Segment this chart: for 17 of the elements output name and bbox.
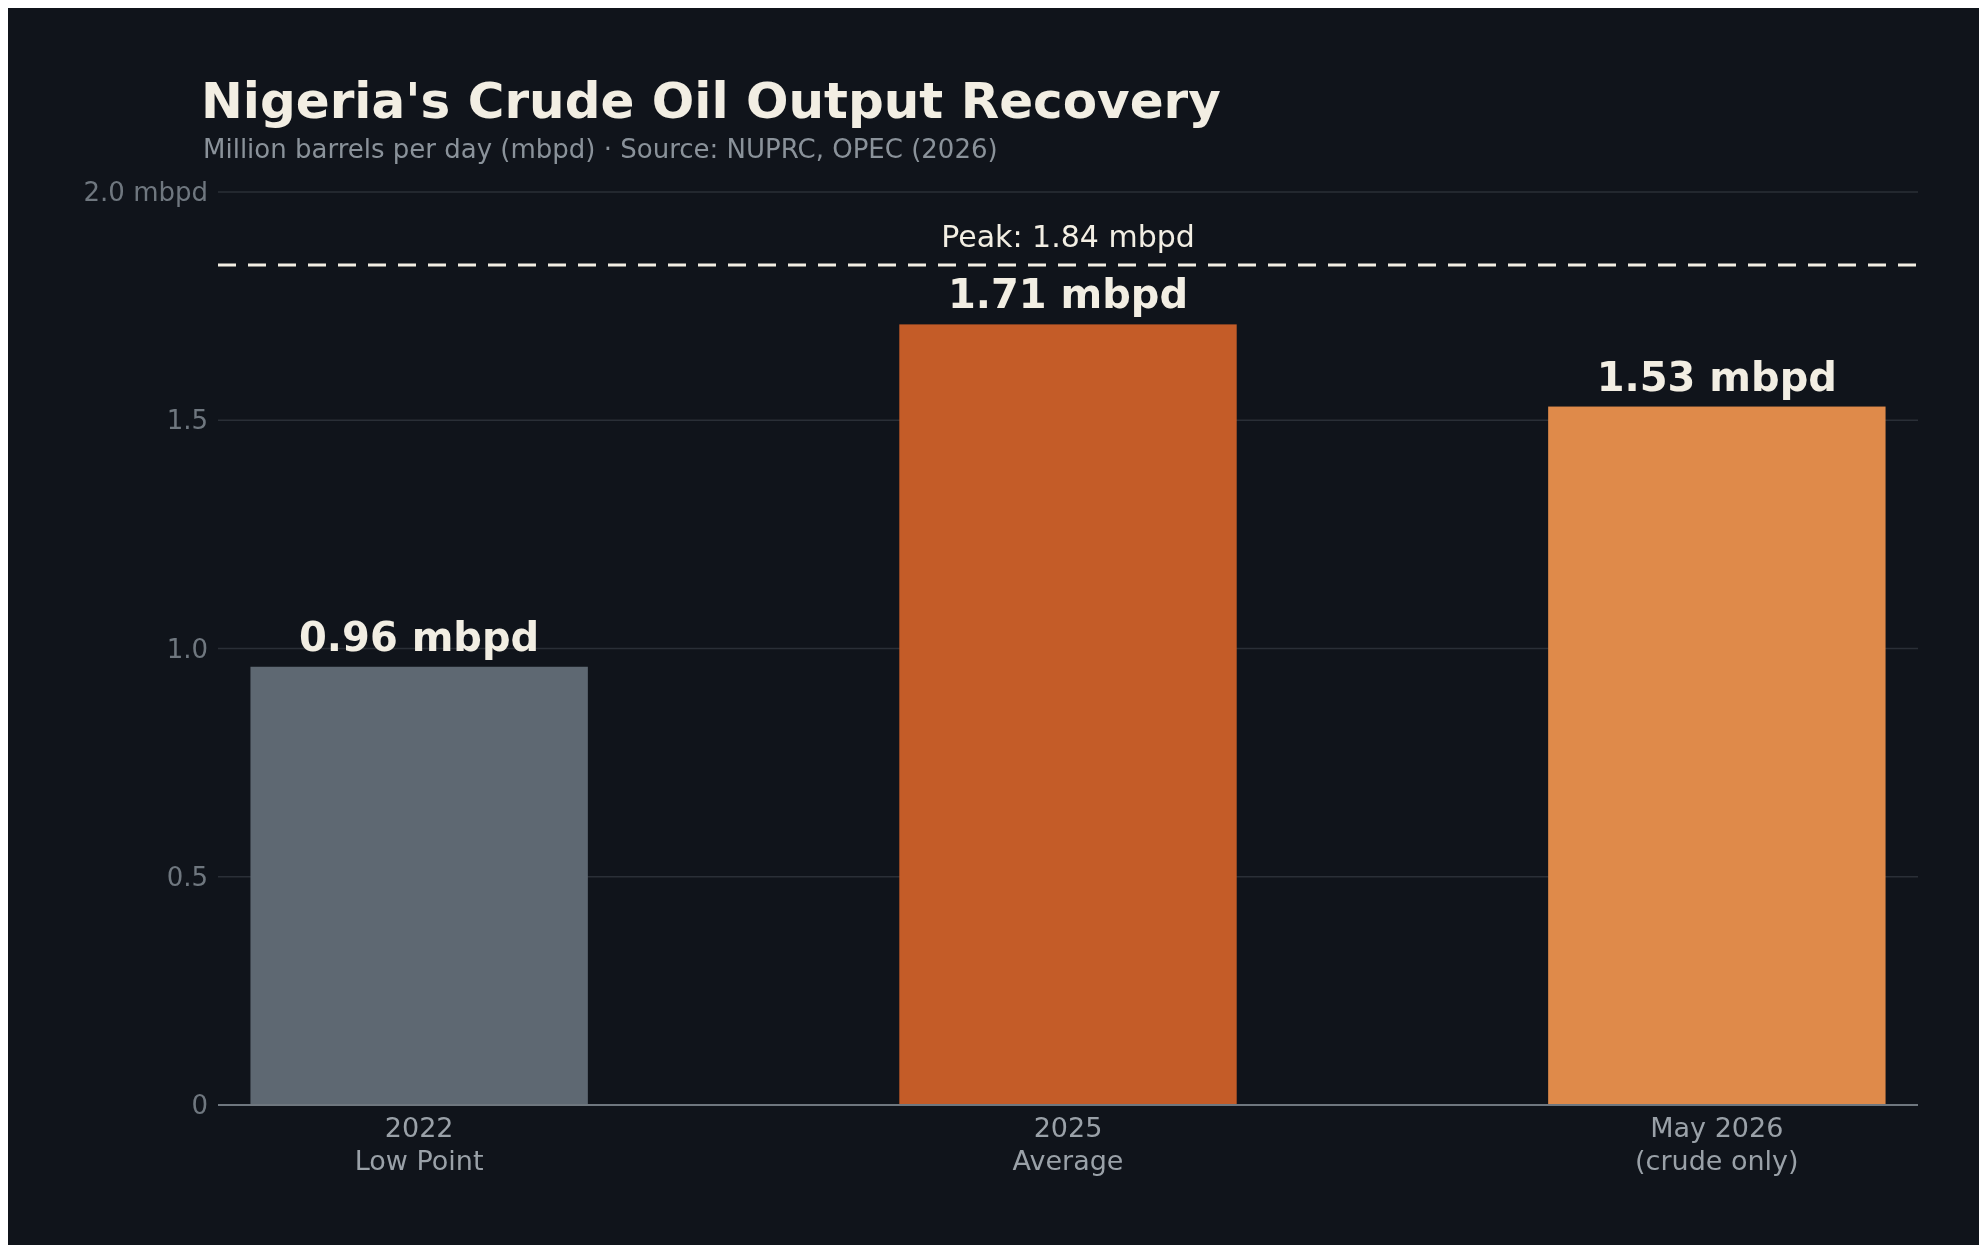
y-tick-label: 1.0 [166,633,208,664]
x-tick-label: 2025 Average [1012,1112,1124,1176]
bar [250,666,588,1105]
bar [899,324,1237,1105]
x-tick-label: May 2026 (crude only) [1635,1112,1799,1176]
y-tick-label: 1.5 [166,405,208,436]
x-tick-label: 2022 Low Point [354,1112,484,1176]
y-tick-label: 2.0 mbpd [83,177,208,208]
y-tick-label: 0 [191,1090,208,1121]
chart-title: Nigeria's Crude Oil Output Recovery [201,72,1221,130]
data-label: 0.96 mbpd [299,613,540,660]
data-label: 1.71 mbpd [947,271,1189,318]
data-label: 1.53 mbpd [1596,353,1837,400]
ref-line-label: Peak: 1.84 mbpd [941,219,1195,255]
y-tick-label: 0.5 [166,861,208,892]
chart-subtitle: Million barrels per day (mbpd) · Source: NUPRC, OPEC (2026) [203,134,998,164]
bar [1548,406,1886,1105]
